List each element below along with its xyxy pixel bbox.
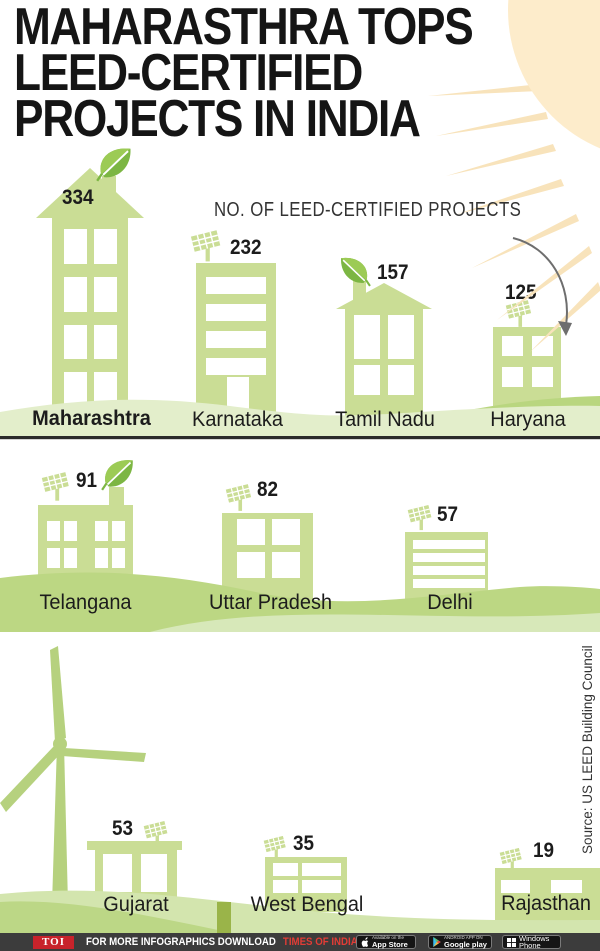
solar-panel-icon bbox=[263, 836, 286, 860]
page-title: MAHARASTHRA TOPS LEED-CERTIFIED PROJECTS… bbox=[14, 0, 474, 148]
building-body bbox=[495, 868, 600, 923]
solar-panel-icon bbox=[190, 230, 221, 262]
source-credit: Source: US LEED Building Council bbox=[580, 645, 595, 855]
leaf-icon bbox=[96, 148, 131, 182]
windows bbox=[237, 519, 300, 578]
state-label-west-bengal: West Bengal bbox=[250, 893, 364, 916]
sun-icon bbox=[428, 0, 600, 352]
state-label-maharashtra: Maharashtra bbox=[32, 407, 151, 430]
app-store-badge[interactable]: Available on the App Store bbox=[356, 935, 416, 949]
state-label-uttar-pradesh: Uttar Pradesh bbox=[208, 591, 333, 614]
windows bbox=[95, 521, 125, 568]
curved-arrow-icon bbox=[512, 237, 572, 336]
ground-row1 bbox=[0, 396, 600, 440]
state-label-karnataka: Karnataka bbox=[192, 408, 283, 431]
badge-bottom-text: App Store bbox=[372, 939, 408, 949]
badge-bottom-text: Google play bbox=[444, 939, 487, 949]
windows bbox=[47, 521, 77, 568]
value-label: 232 bbox=[230, 236, 262, 259]
chimney bbox=[102, 176, 116, 220]
windows bbox=[354, 315, 414, 395]
title-line-1: MAHARASTHRA TOPS bbox=[14, 0, 474, 56]
divider-rule bbox=[0, 436, 600, 440]
leaf-icon bbox=[341, 257, 371, 287]
bush bbox=[217, 902, 231, 933]
badge-top-text: ANDROID APP ON bbox=[444, 935, 483, 940]
value-label: 157 bbox=[377, 261, 409, 284]
play-icon bbox=[433, 937, 441, 947]
solar-panel-icon bbox=[41, 472, 69, 501]
chimney bbox=[109, 487, 124, 505]
apple-icon bbox=[361, 937, 369, 947]
building-body bbox=[52, 216, 128, 428]
windows bbox=[502, 336, 553, 387]
title-line-3: PROJECTS IN INDIA bbox=[14, 90, 421, 148]
footer-promo-red: TIMES OF INDIA APP bbox=[282, 936, 380, 948]
value-label: 125 bbox=[505, 281, 537, 304]
value-label: 82 bbox=[257, 478, 279, 501]
windows-phone-badge[interactable]: Windows Phone bbox=[502, 933, 561, 950]
solar-panel-icon bbox=[225, 484, 252, 511]
footer-promo-white: FOR MORE INFOGRAPHICS DOWNLOAD bbox=[86, 936, 276, 948]
leaf-icon bbox=[101, 460, 133, 491]
state-label-tamil-nadu: Tamil Nadu bbox=[335, 408, 435, 431]
state-label-gujarat: Gujarat bbox=[103, 893, 169, 916]
value-label: 91 bbox=[76, 469, 98, 492]
value-label: 334 bbox=[62, 186, 94, 209]
state-label-telangana: Telangana bbox=[39, 591, 132, 614]
chimney bbox=[353, 279, 366, 307]
windows-icon bbox=[507, 937, 516, 947]
solar-panel-icon bbox=[499, 848, 522, 872]
solar-panel-icon bbox=[143, 821, 168, 847]
ground-row3 bbox=[0, 890, 600, 933]
google-play-badge[interactable]: ANDROID APP ON Google play bbox=[428, 935, 492, 949]
building-body bbox=[265, 857, 347, 912]
badge-top-text: Available on the bbox=[372, 935, 404, 940]
wind-turbine-icon bbox=[0, 646, 146, 904]
pitched-roof bbox=[36, 168, 144, 218]
value-label: 19 bbox=[533, 839, 555, 862]
badge-bottom-text: Phone bbox=[519, 941, 541, 950]
windows bbox=[64, 229, 117, 407]
state-label-haryana: Haryana bbox=[490, 408, 566, 431]
state-label-delhi: Delhi bbox=[427, 591, 473, 614]
footer-promo: FOR MORE INFOGRAPHICS DOWNLOAD TIMES OF … bbox=[86, 936, 380, 948]
value-label: 35 bbox=[293, 832, 315, 855]
ground-row2 bbox=[0, 572, 600, 632]
badge-top-text: Windows bbox=[519, 933, 550, 943]
toi-logo: TOI bbox=[33, 935, 74, 949]
flat-roof bbox=[87, 841, 182, 850]
pitched-roof bbox=[336, 283, 432, 309]
state-label-rajasthan: Rajasthan bbox=[501, 892, 591, 915]
footer-bar: TOI FOR MORE INFOGRAPHICS DOWNLOAD TIMES… bbox=[0, 933, 600, 951]
value-label: 57 bbox=[437, 503, 459, 526]
value-label: 53 bbox=[112, 817, 134, 840]
solar-panel-icon bbox=[407, 505, 432, 531]
building-body bbox=[196, 263, 276, 428]
title-line-2: LEED-CERTIFIED bbox=[14, 44, 363, 102]
value-annotation: NO. OF LEED-CERTIFIED PROJECTS bbox=[214, 199, 522, 221]
building-body bbox=[345, 307, 423, 428]
solar-panel-icon bbox=[505, 300, 532, 327]
